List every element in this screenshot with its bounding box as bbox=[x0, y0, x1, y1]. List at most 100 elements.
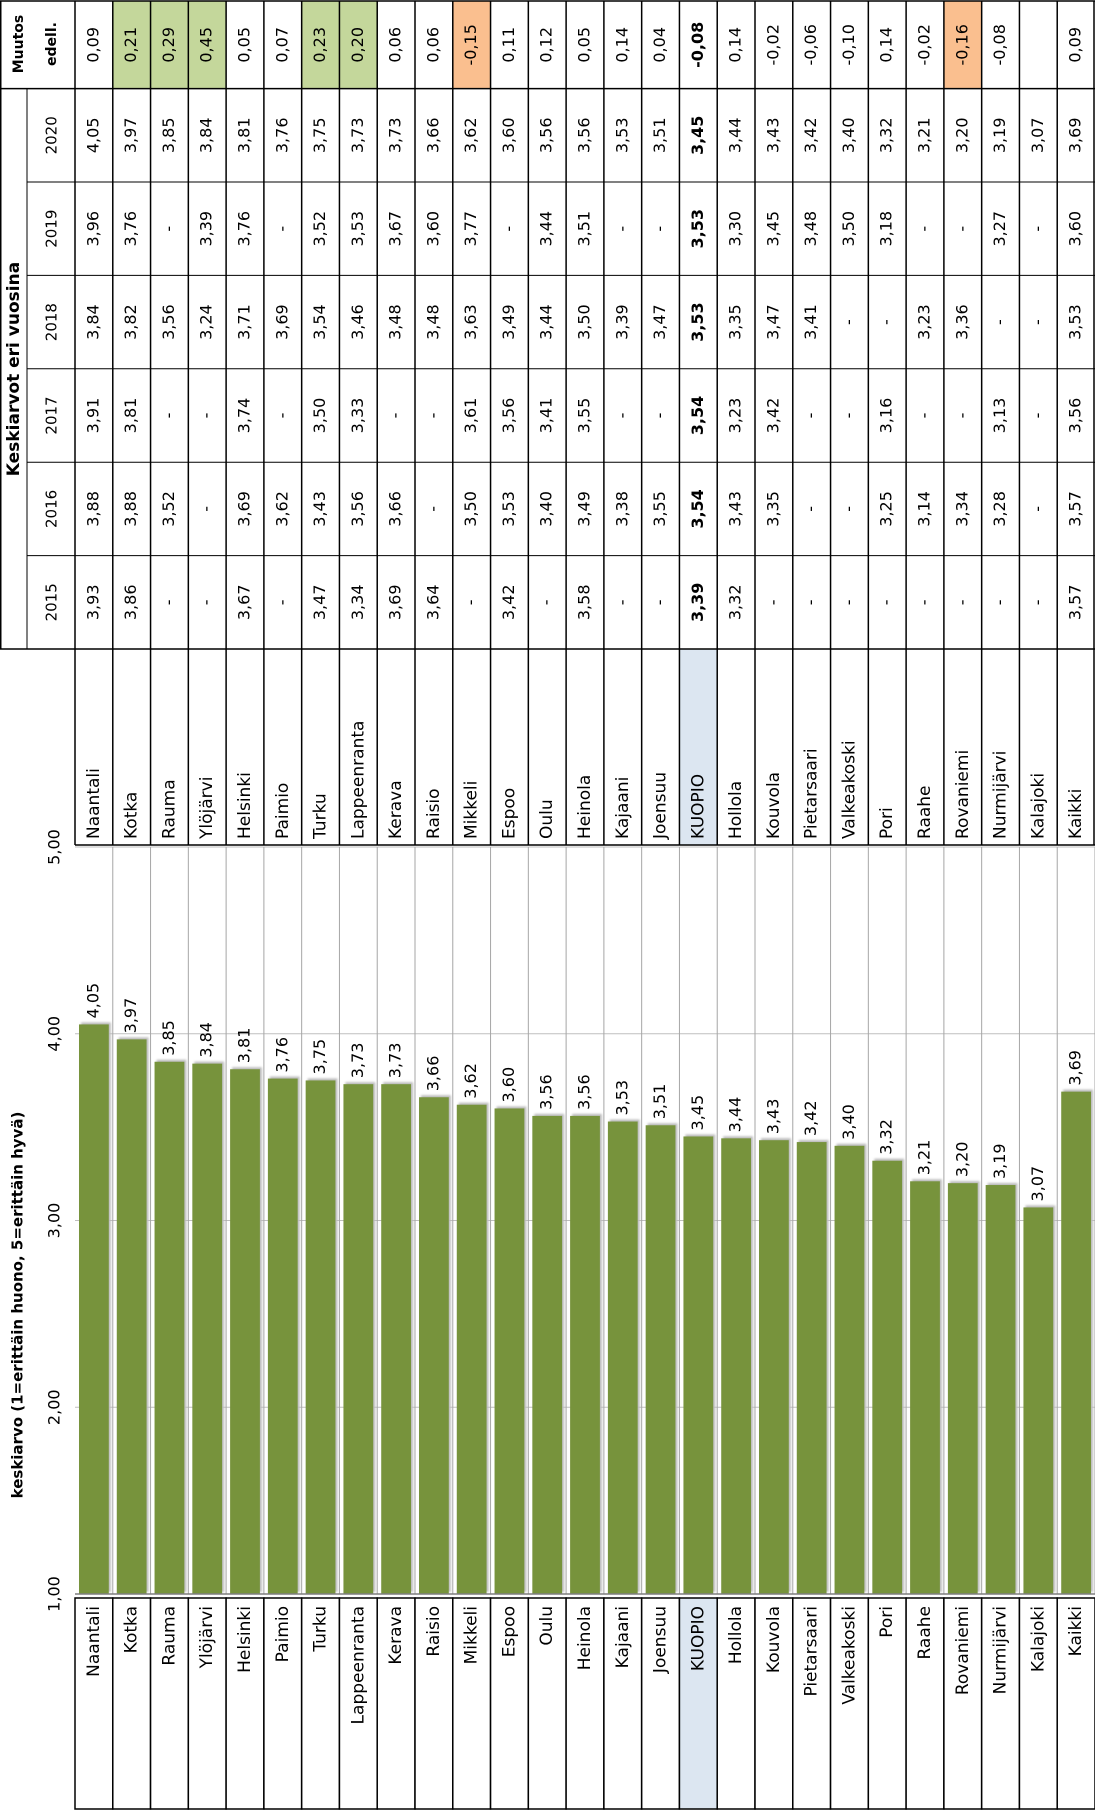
column-header: 2015 bbox=[43, 583, 61, 621]
cell-value: - bbox=[839, 599, 858, 605]
cell-value: 3,33 bbox=[348, 398, 367, 434]
value-label: 3,56 bbox=[575, 1074, 594, 1110]
cell-value: 3,56 bbox=[575, 117, 594, 153]
change-value: -0,10 bbox=[839, 24, 858, 65]
cell-value: - bbox=[423, 413, 442, 419]
bar bbox=[721, 1138, 752, 1594]
cell-value: - bbox=[537, 599, 556, 605]
change-value: 0,06 bbox=[386, 27, 405, 63]
cell-value: 3,69 bbox=[1066, 117, 1085, 153]
value-label: 3,73 bbox=[386, 1043, 405, 1079]
cell-value: 3,39 bbox=[688, 583, 707, 622]
cell-value: - bbox=[272, 413, 291, 419]
cell-value: 3,81 bbox=[121, 398, 140, 434]
row-name: Naantali bbox=[84, 768, 104, 839]
value-label: 3,19 bbox=[990, 1143, 1009, 1179]
cell-value: 3,35 bbox=[763, 491, 782, 527]
y-tick-label: 1,00 bbox=[45, 1576, 64, 1612]
cell-value: 3,34 bbox=[952, 491, 971, 527]
change-value: 0,06 bbox=[423, 27, 442, 63]
cell-value: - bbox=[197, 506, 216, 512]
cell-value: 3,85 bbox=[159, 117, 178, 153]
cell-value: - bbox=[915, 413, 934, 419]
cell-value: 3,19 bbox=[990, 117, 1009, 153]
cell-value: 3,32 bbox=[726, 584, 745, 620]
cell-value: 3,39 bbox=[197, 211, 216, 247]
value-label: 3,69 bbox=[1066, 1050, 1085, 1086]
cell-value: 3,30 bbox=[726, 211, 745, 247]
change-highlight bbox=[112, 0, 151, 89]
change-header: edell. bbox=[44, 22, 60, 66]
cell-value: 3,56 bbox=[499, 398, 518, 434]
cell-value: 3,32 bbox=[877, 117, 896, 153]
row-name: Rovaniemi bbox=[953, 750, 973, 839]
change-value: 0,21 bbox=[121, 27, 140, 63]
bar bbox=[456, 1104, 487, 1594]
value-label: 3,81 bbox=[235, 1028, 254, 1064]
cell-value: 3,49 bbox=[575, 491, 594, 527]
change-value: 0,04 bbox=[650, 27, 669, 63]
cell-value: 3,23 bbox=[726, 398, 745, 434]
row-name: Lappeenranta bbox=[348, 721, 368, 839]
cell-value: - bbox=[839, 506, 858, 512]
cell-value: - bbox=[612, 226, 631, 232]
bar bbox=[607, 1121, 638, 1594]
cell-value: 3,48 bbox=[801, 211, 820, 247]
cell-value: - bbox=[461, 599, 480, 605]
cell-value: 3,52 bbox=[159, 491, 178, 527]
cell-value: 3,66 bbox=[386, 491, 405, 527]
cell-value: 3,43 bbox=[726, 491, 745, 527]
column-header: 2020 bbox=[43, 116, 61, 154]
category-label: Kouvola bbox=[764, 1606, 784, 1673]
cell-value: 3,16 bbox=[877, 398, 896, 434]
cell-value: 3,53 bbox=[499, 491, 518, 527]
cell-value: 3,53 bbox=[612, 117, 631, 153]
cell-value: 3,07 bbox=[1028, 117, 1047, 153]
category-label: Raahe bbox=[915, 1606, 935, 1660]
category-label: Heinola bbox=[575, 1606, 595, 1670]
cell-value: 3,53 bbox=[688, 209, 707, 248]
value-label: 3,43 bbox=[763, 1099, 782, 1135]
cell-value: 3,91 bbox=[83, 398, 102, 434]
cell-value: 3,43 bbox=[310, 491, 329, 527]
cell-value: 3,41 bbox=[537, 398, 556, 434]
cell-value: 3,58 bbox=[575, 584, 594, 620]
cell-value: - bbox=[763, 599, 782, 605]
cell-value: 3,42 bbox=[801, 117, 820, 153]
cell-value: 3,38 bbox=[612, 491, 631, 527]
bar bbox=[79, 1024, 109, 1594]
cell-value: - bbox=[1028, 506, 1047, 512]
change-highlight bbox=[339, 0, 378, 89]
change-value: 0,05 bbox=[575, 27, 594, 63]
value-label: 3,73 bbox=[348, 1043, 367, 1079]
change-value: 0,29 bbox=[159, 27, 178, 63]
change-value: 0,07 bbox=[272, 27, 291, 63]
cell-value: 3,28 bbox=[990, 491, 1009, 527]
cell-value: - bbox=[990, 599, 1009, 605]
y-tick-label: 5,00 bbox=[45, 829, 64, 865]
value-label: 3,21 bbox=[915, 1140, 934, 1176]
category-label: Kaikki bbox=[1066, 1606, 1086, 1656]
bar bbox=[381, 1084, 412, 1594]
cell-value: - bbox=[801, 413, 820, 419]
change-value: -0,08 bbox=[990, 24, 1009, 65]
cell-value: 3,43 bbox=[763, 117, 782, 153]
cell-value: 3,86 bbox=[121, 584, 140, 620]
change-header: Muutos bbox=[11, 15, 27, 74]
cell-value: 3,88 bbox=[121, 491, 140, 527]
category-label: Kerava bbox=[386, 1606, 406, 1665]
value-label: 3,20 bbox=[952, 1142, 971, 1178]
bar bbox=[116, 1039, 147, 1594]
change-value: -0,02 bbox=[763, 24, 782, 65]
cell-value: 3,67 bbox=[386, 211, 405, 247]
row-name: Raisio bbox=[424, 788, 444, 839]
cell-value: 3,53 bbox=[688, 302, 707, 341]
cell-value: 3,88 bbox=[83, 491, 102, 527]
category-label: Espoo bbox=[499, 1606, 519, 1657]
change-value: -0,02 bbox=[915, 24, 934, 65]
y-tick-label: 3,00 bbox=[45, 1203, 64, 1239]
cell-value: 3,36 bbox=[952, 304, 971, 340]
